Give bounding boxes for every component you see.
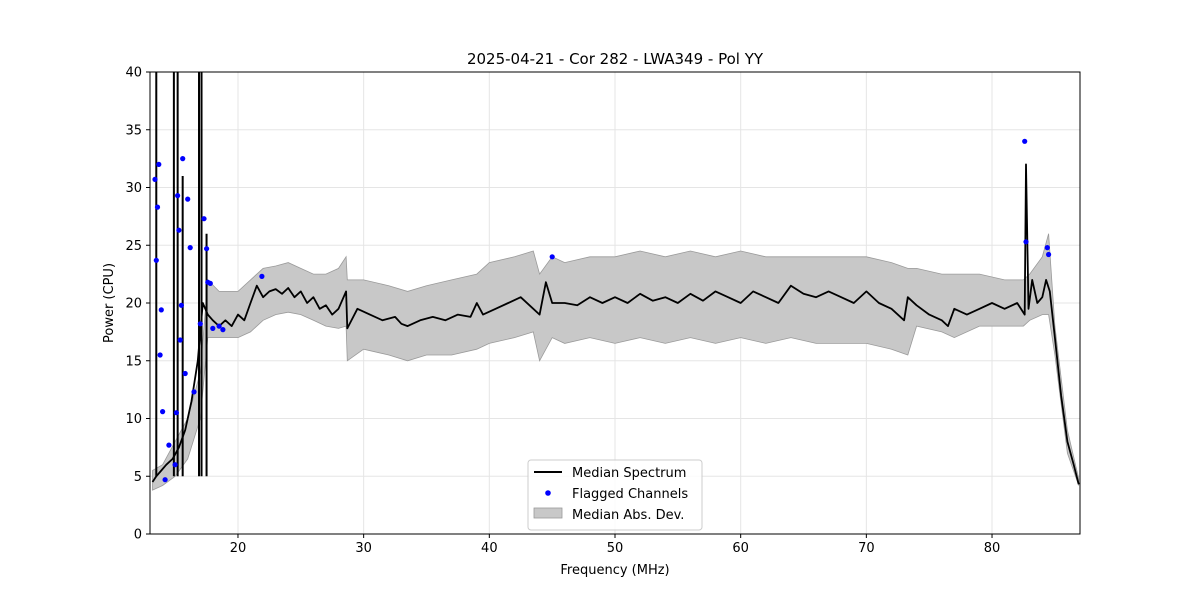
y-tick-label: 15 (125, 354, 142, 369)
flagged-channel-point (156, 161, 162, 167)
flagged-channel-point (158, 307, 164, 313)
legend: Median Spectrum Flagged Channels Median … (527, 459, 703, 531)
flagged-channel-point (220, 327, 226, 333)
legend-band-swatch (533, 507, 563, 519)
flagged-channel-point (153, 257, 159, 263)
flagged-channel-point (1023, 239, 1029, 245)
legend-median-label: Median Spectrum (572, 466, 686, 481)
flagged-channel-point (154, 204, 161, 210)
x-tick-label: 50 (607, 541, 624, 556)
mad-band (152, 233, 1080, 491)
flagged-channel-point (204, 246, 210, 252)
x-tick-label: 30 (355, 541, 372, 556)
flagged-channel-point (1022, 138, 1028, 144)
x-tick-label: 80 (984, 541, 1001, 556)
mad-band-area (152, 233, 1080, 491)
y-axis-label: Power (CPU) (102, 263, 117, 343)
flagged-channel-point (1044, 245, 1050, 251)
flagged-channel-point (160, 409, 166, 415)
flagged-channel-point (177, 337, 183, 343)
y-tick-label: 35 (125, 123, 142, 138)
flagged-channel-point (173, 410, 179, 416)
y-tick-label: 20 (125, 297, 142, 312)
x-tick-label: 60 (732, 541, 749, 556)
legend-flagged-swatch (545, 490, 551, 496)
legend-box (527, 459, 703, 531)
flagged-channel-point (187, 245, 193, 251)
y-tick-label: 5 (134, 470, 142, 485)
y-tick-label: 25 (125, 239, 142, 254)
flagged-channel-point (175, 193, 181, 199)
flagged-channel-point (157, 352, 163, 358)
y-axis: 0 5 10 15 20 25 30 35 40 (125, 66, 150, 543)
chart-title: 2025-04-21 - Cor 282 - LWA349 - Pol YY (467, 50, 764, 68)
flagged-channel-point (1046, 251, 1052, 258)
flagged-channel-point (191, 389, 197, 395)
flagged-channels (152, 138, 1052, 483)
x-axis-label: Frequency (MHz) (560, 563, 669, 578)
x-tick-label: 20 (230, 541, 247, 556)
y-tick-label: 10 (125, 412, 142, 427)
y-tick-label: 40 (125, 66, 142, 81)
flagged-channel-point (185, 196, 191, 202)
flagged-channel-point (178, 302, 184, 308)
x-axis: 20 30 40 50 60 70 80 (230, 534, 1001, 556)
flagged-channel-point (210, 325, 216, 331)
flagged-channel-point (201, 216, 207, 222)
flagged-channel-point (166, 442, 172, 448)
flagged-channel-point (172, 462, 178, 468)
flagged-channel-point (182, 370, 188, 377)
x-tick-label: 40 (481, 541, 498, 556)
flagged-channel-point (197, 321, 203, 327)
legend-band-label: Median Abs. Dev. (572, 508, 684, 523)
y-tick-label: 0 (134, 528, 142, 543)
flagged-channel-point (207, 280, 213, 286)
flagged-channel-point (180, 156, 186, 162)
y-tick-label: 30 (125, 181, 142, 196)
flagged-channel-point (259, 273, 265, 279)
flagged-channel-point (216, 323, 222, 329)
flagged-channel-point (549, 254, 555, 260)
flagged-channel-point (162, 477, 168, 483)
legend-flagged-label: Flagged Channels (572, 487, 688, 502)
x-tick-label: 70 (858, 541, 875, 556)
flagged-channel-point (152, 176, 158, 182)
median-spectrum (151, 72, 1080, 485)
median-spectrum-line (151, 163, 1080, 485)
flagged-channel-point (176, 227, 182, 233)
